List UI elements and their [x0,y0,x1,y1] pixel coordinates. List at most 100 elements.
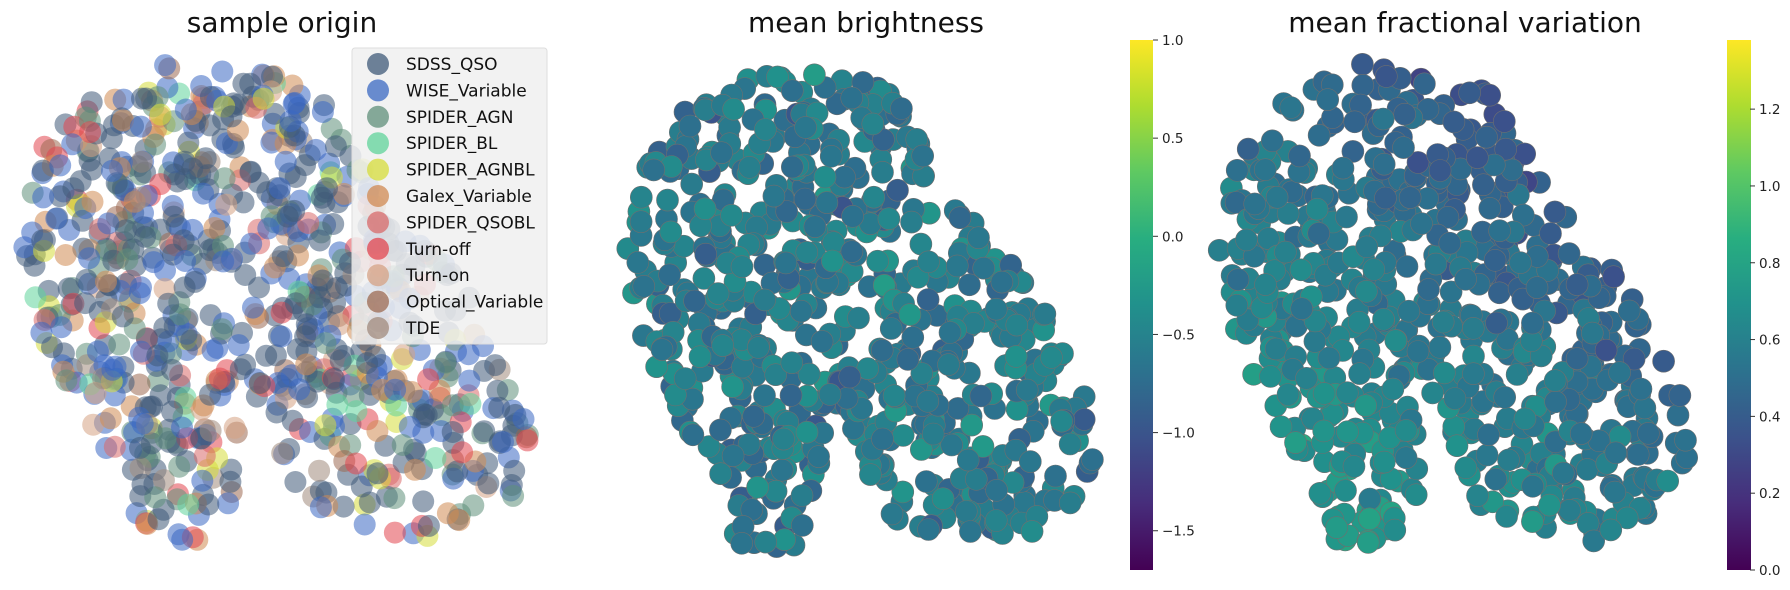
scatter-point [931,487,955,511]
scatter-point [270,325,293,348]
legend-marker [367,211,389,234]
scatter-point [1445,434,1469,458]
colorbar-tick-label: 0.0 [1759,563,1780,579]
scatter-point [1493,385,1516,409]
colorbar-tick-label: 1.0 [1759,179,1780,195]
scatter-point [790,514,814,537]
scatter-point [264,344,287,367]
scatter-point [108,333,131,356]
scatter-point [898,303,922,326]
scatter-point [31,159,54,182]
legend-item[interactable]: SPIDER_AGN [367,105,513,128]
legend-label: SPIDER_QSOBL [406,213,535,233]
scatter-point [840,240,864,263]
scatter-point [285,292,307,315]
scatter-point [694,242,718,266]
scatter-point [144,133,167,156]
scatter-point [1354,394,1377,417]
scatter-point [954,500,978,523]
legend-item[interactable]: SPIDER_BL [367,132,498,155]
scatter-point [1484,467,1508,491]
scatter-point [1284,431,1307,454]
scatter-point [1495,505,1518,528]
legend-marker [367,158,389,181]
scatter-point [441,394,464,417]
sample-origin-panel: sample origin SDSS_QSO WISE_Variable SPIDE… [13,6,548,551]
colorbar-gradient [1130,40,1153,570]
scatter-point [279,110,302,132]
scatter-point [1428,335,1452,359]
scatter-point [1373,450,1396,474]
scatter-point [353,513,376,536]
scatter-point [149,103,172,126]
legend-item[interactable]: Galex_Variable [367,185,532,207]
scatter-point [1341,140,1365,163]
scatter-point [1305,197,1329,221]
scatter-point [774,251,798,275]
scatter-point [921,422,945,446]
scatter-point [1254,273,1277,296]
scatter-point [1058,432,1082,456]
scatter-point [626,251,650,274]
scatter-point [838,365,862,389]
scatter-point [415,404,438,426]
scatter-point [938,321,962,344]
scatter-point [201,339,224,362]
scatter-point [1666,403,1690,427]
scatter-point [81,190,104,213]
scatter-point [252,87,275,110]
scatter-point [74,292,97,315]
scatter-point [502,484,525,507]
scatter-point [1355,235,1378,259]
scatter-point [673,367,697,390]
scatter-point [764,363,788,387]
legend-item[interactable]: SDSS_QSO [367,53,498,75]
scatter-point [1656,469,1679,493]
scatter-point [709,462,732,486]
scatter-point [393,343,416,366]
legend-item[interactable]: Turn-on [367,264,470,287]
scatter-point [1276,202,1300,225]
legend-item[interactable]: SPIDER_AGNBL [367,158,535,181]
scatter-point [1072,408,1096,431]
scatter-point [129,186,152,209]
legend-item[interactable]: Turn-off [367,237,472,260]
panel-title: sample origin [187,6,377,39]
scatter-point [434,351,457,374]
legend-item[interactable]: Optical_Variable [367,290,543,313]
scatter-point [877,207,901,230]
scatter-point [284,471,307,493]
scatter-point [86,340,109,363]
legend-item[interactable]: SPIDER_QSOBL [367,211,535,234]
colorbar-tick-label: −0.5 [1162,327,1195,343]
scatter-point [737,432,761,456]
scatter-point [984,509,1008,532]
scatter-point [764,479,788,503]
legend[interactable]: SDSS_QSO WISE_Variable SPIDER_AGN SPIDER_BL… [351,47,548,345]
scatter-point [1543,200,1567,224]
scatter-point [101,159,123,182]
legend-label: Optical_Variable [406,293,543,313]
scatter-point [721,444,745,468]
scatter-point [1543,369,1567,392]
scatter-point [790,484,814,507]
scatter-point [1356,531,1380,554]
legend-marker [367,185,389,207]
scatter-point [1303,330,1327,353]
scatter-point [803,215,827,238]
legend-item[interactable]: TDE [367,317,440,339]
scatter-point [945,254,969,278]
scatter-point [172,229,195,252]
scatter-point [41,336,63,359]
legend-marker [367,53,389,75]
scatter-point [111,305,134,328]
scatter-point [1603,480,1627,504]
scatter-point [281,74,304,97]
scatter-point [221,247,243,270]
scatter-point [213,167,236,190]
scatter-point [1236,137,1260,161]
scatter-point [1431,310,1455,334]
legend-item[interactable]: WISE_Variable [367,79,527,102]
scatter-point [720,204,743,227]
colorbar-tick-label: 0.0 [1162,229,1183,245]
